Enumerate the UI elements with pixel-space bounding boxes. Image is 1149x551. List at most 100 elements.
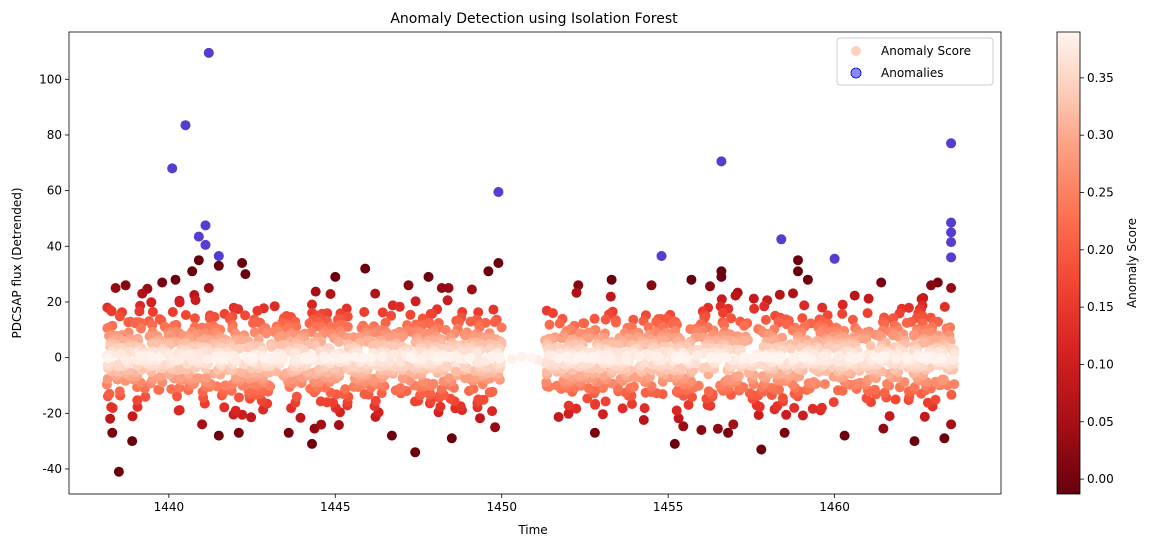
anomaly-score-point xyxy=(307,438,317,449)
anomaly-score-point xyxy=(739,320,750,331)
anomaly-score-point xyxy=(837,308,848,319)
anomaly-score-point xyxy=(884,411,895,422)
anomaly-score-point xyxy=(193,255,204,266)
anomaly-score-point xyxy=(730,290,741,301)
anomaly-point-core xyxy=(167,163,178,174)
anomaly-score-point xyxy=(733,370,744,381)
anomaly-score-point xyxy=(890,394,901,405)
anomaly-score-point xyxy=(468,383,479,394)
anomaly-score-point xyxy=(435,401,446,412)
legend-marker-anomaly-score xyxy=(851,46,861,56)
anomaly-score-point xyxy=(901,317,912,328)
anomaly-score-point xyxy=(389,342,400,352)
anomaly-score-point xyxy=(236,367,247,377)
anomaly-score-point xyxy=(330,271,341,282)
anomaly-score-point xyxy=(315,396,326,407)
anomaly-score-point xyxy=(705,281,715,292)
anomaly-score-point xyxy=(722,374,733,385)
anomaly-score-point xyxy=(753,410,764,420)
anomaly-score-point xyxy=(939,301,950,312)
anomaly-score-point xyxy=(793,255,803,266)
legend-label-anomaly-score: Anomaly Score xyxy=(881,44,971,58)
anomaly-score-point xyxy=(446,433,457,444)
anomaly-score-point xyxy=(252,305,263,316)
anomaly-score-point xyxy=(230,405,241,416)
anomaly-score-point xyxy=(930,394,941,405)
anomaly-score-point xyxy=(817,302,828,313)
anomaly-score-point xyxy=(713,352,724,363)
anomaly-score-point xyxy=(242,342,253,353)
anomaly-score-point xyxy=(844,351,855,362)
anomaly-score-point xyxy=(506,354,517,364)
anomaly-score-point xyxy=(425,309,436,319)
anomaly-score-point xyxy=(600,314,611,325)
anomaly-score-point xyxy=(308,353,319,364)
anomaly-score-point xyxy=(154,352,165,363)
anomaly-score-point xyxy=(726,313,737,324)
anomaly-score-point xyxy=(777,332,788,343)
anomaly-score-point xyxy=(605,353,616,364)
anomaly-score-point xyxy=(233,427,244,438)
anomaly-score-point xyxy=(140,391,151,402)
anomaly-score-point xyxy=(946,389,957,400)
anomaly-score-point xyxy=(240,269,251,280)
anomaly-score-point xyxy=(862,308,873,319)
anomaly-score-point xyxy=(461,372,472,383)
anomaly-score-point xyxy=(937,374,948,385)
legend: Anomaly Score Anomalies xyxy=(836,37,994,86)
anomaly-score-point xyxy=(544,319,555,330)
anomaly-score-point xyxy=(489,317,500,327)
anomaly-score-point xyxy=(949,379,960,390)
colorbar-tick-label: 0.20 xyxy=(1087,243,1114,257)
anomaly-score-point xyxy=(526,352,537,363)
anomaly-score-point xyxy=(153,384,164,395)
anomaly-score-point xyxy=(436,384,447,395)
anomaly-score-point xyxy=(450,366,461,376)
anomaly-score-point xyxy=(202,354,213,365)
anomaly-score-point xyxy=(721,352,732,363)
anomaly-score-point xyxy=(760,314,771,325)
anomaly-score-point xyxy=(563,408,574,419)
anomaly-score-point xyxy=(121,355,132,366)
anomaly-score-point xyxy=(377,307,388,318)
anomaly-score-point xyxy=(793,266,803,277)
anomaly-score-point xyxy=(127,436,138,447)
anomaly-score-point xyxy=(855,352,866,362)
anomaly-score-point xyxy=(638,415,649,425)
anomaly-score-point xyxy=(920,352,931,363)
anomaly-score-point xyxy=(247,318,258,328)
anomaly-score-point xyxy=(114,386,125,397)
anomaly-score-point xyxy=(712,423,723,434)
anomaly-score-point xyxy=(837,299,848,310)
anomaly-score-point xyxy=(136,323,146,334)
y-tick-label: 40 xyxy=(47,239,62,253)
anomaly-point-core xyxy=(946,237,957,248)
anomaly-score-point xyxy=(946,419,957,430)
colorbar: 0.00 0.05 0.10 0.15 0.20 0.25 0.30 0.35 Anomaly… xyxy=(1056,31,1139,495)
anomaly-score-point xyxy=(728,419,739,430)
anomaly-score-point xyxy=(749,352,760,363)
anomaly-score-point xyxy=(258,353,269,364)
colorbar-tick-label: 0.00 xyxy=(1087,472,1114,486)
anomaly-score-point xyxy=(547,308,558,319)
anomaly-score-point xyxy=(798,352,809,363)
anomaly-score-point xyxy=(486,352,496,362)
anomaly-score-point xyxy=(849,290,860,301)
anomaly-score-point xyxy=(946,283,957,293)
anomaly-score-point xyxy=(179,350,190,361)
anomaly-score-point xyxy=(876,277,887,288)
anomaly-score-point xyxy=(902,353,913,364)
anomaly-score-point xyxy=(877,352,888,362)
anomaly-score-point xyxy=(716,271,727,282)
anomaly-score-point xyxy=(948,354,959,365)
x-tick-label: 1455 xyxy=(653,500,684,514)
anomaly-score-point xyxy=(560,352,571,363)
anomaly-score-point xyxy=(147,306,158,317)
anomaly-score-point xyxy=(768,352,779,363)
anomaly-score-point xyxy=(167,307,178,317)
anomaly-score-point xyxy=(797,410,808,421)
anomaly-score-point xyxy=(788,353,799,364)
anomaly-score-point xyxy=(581,353,592,363)
anomaly-score-point xyxy=(589,352,600,363)
